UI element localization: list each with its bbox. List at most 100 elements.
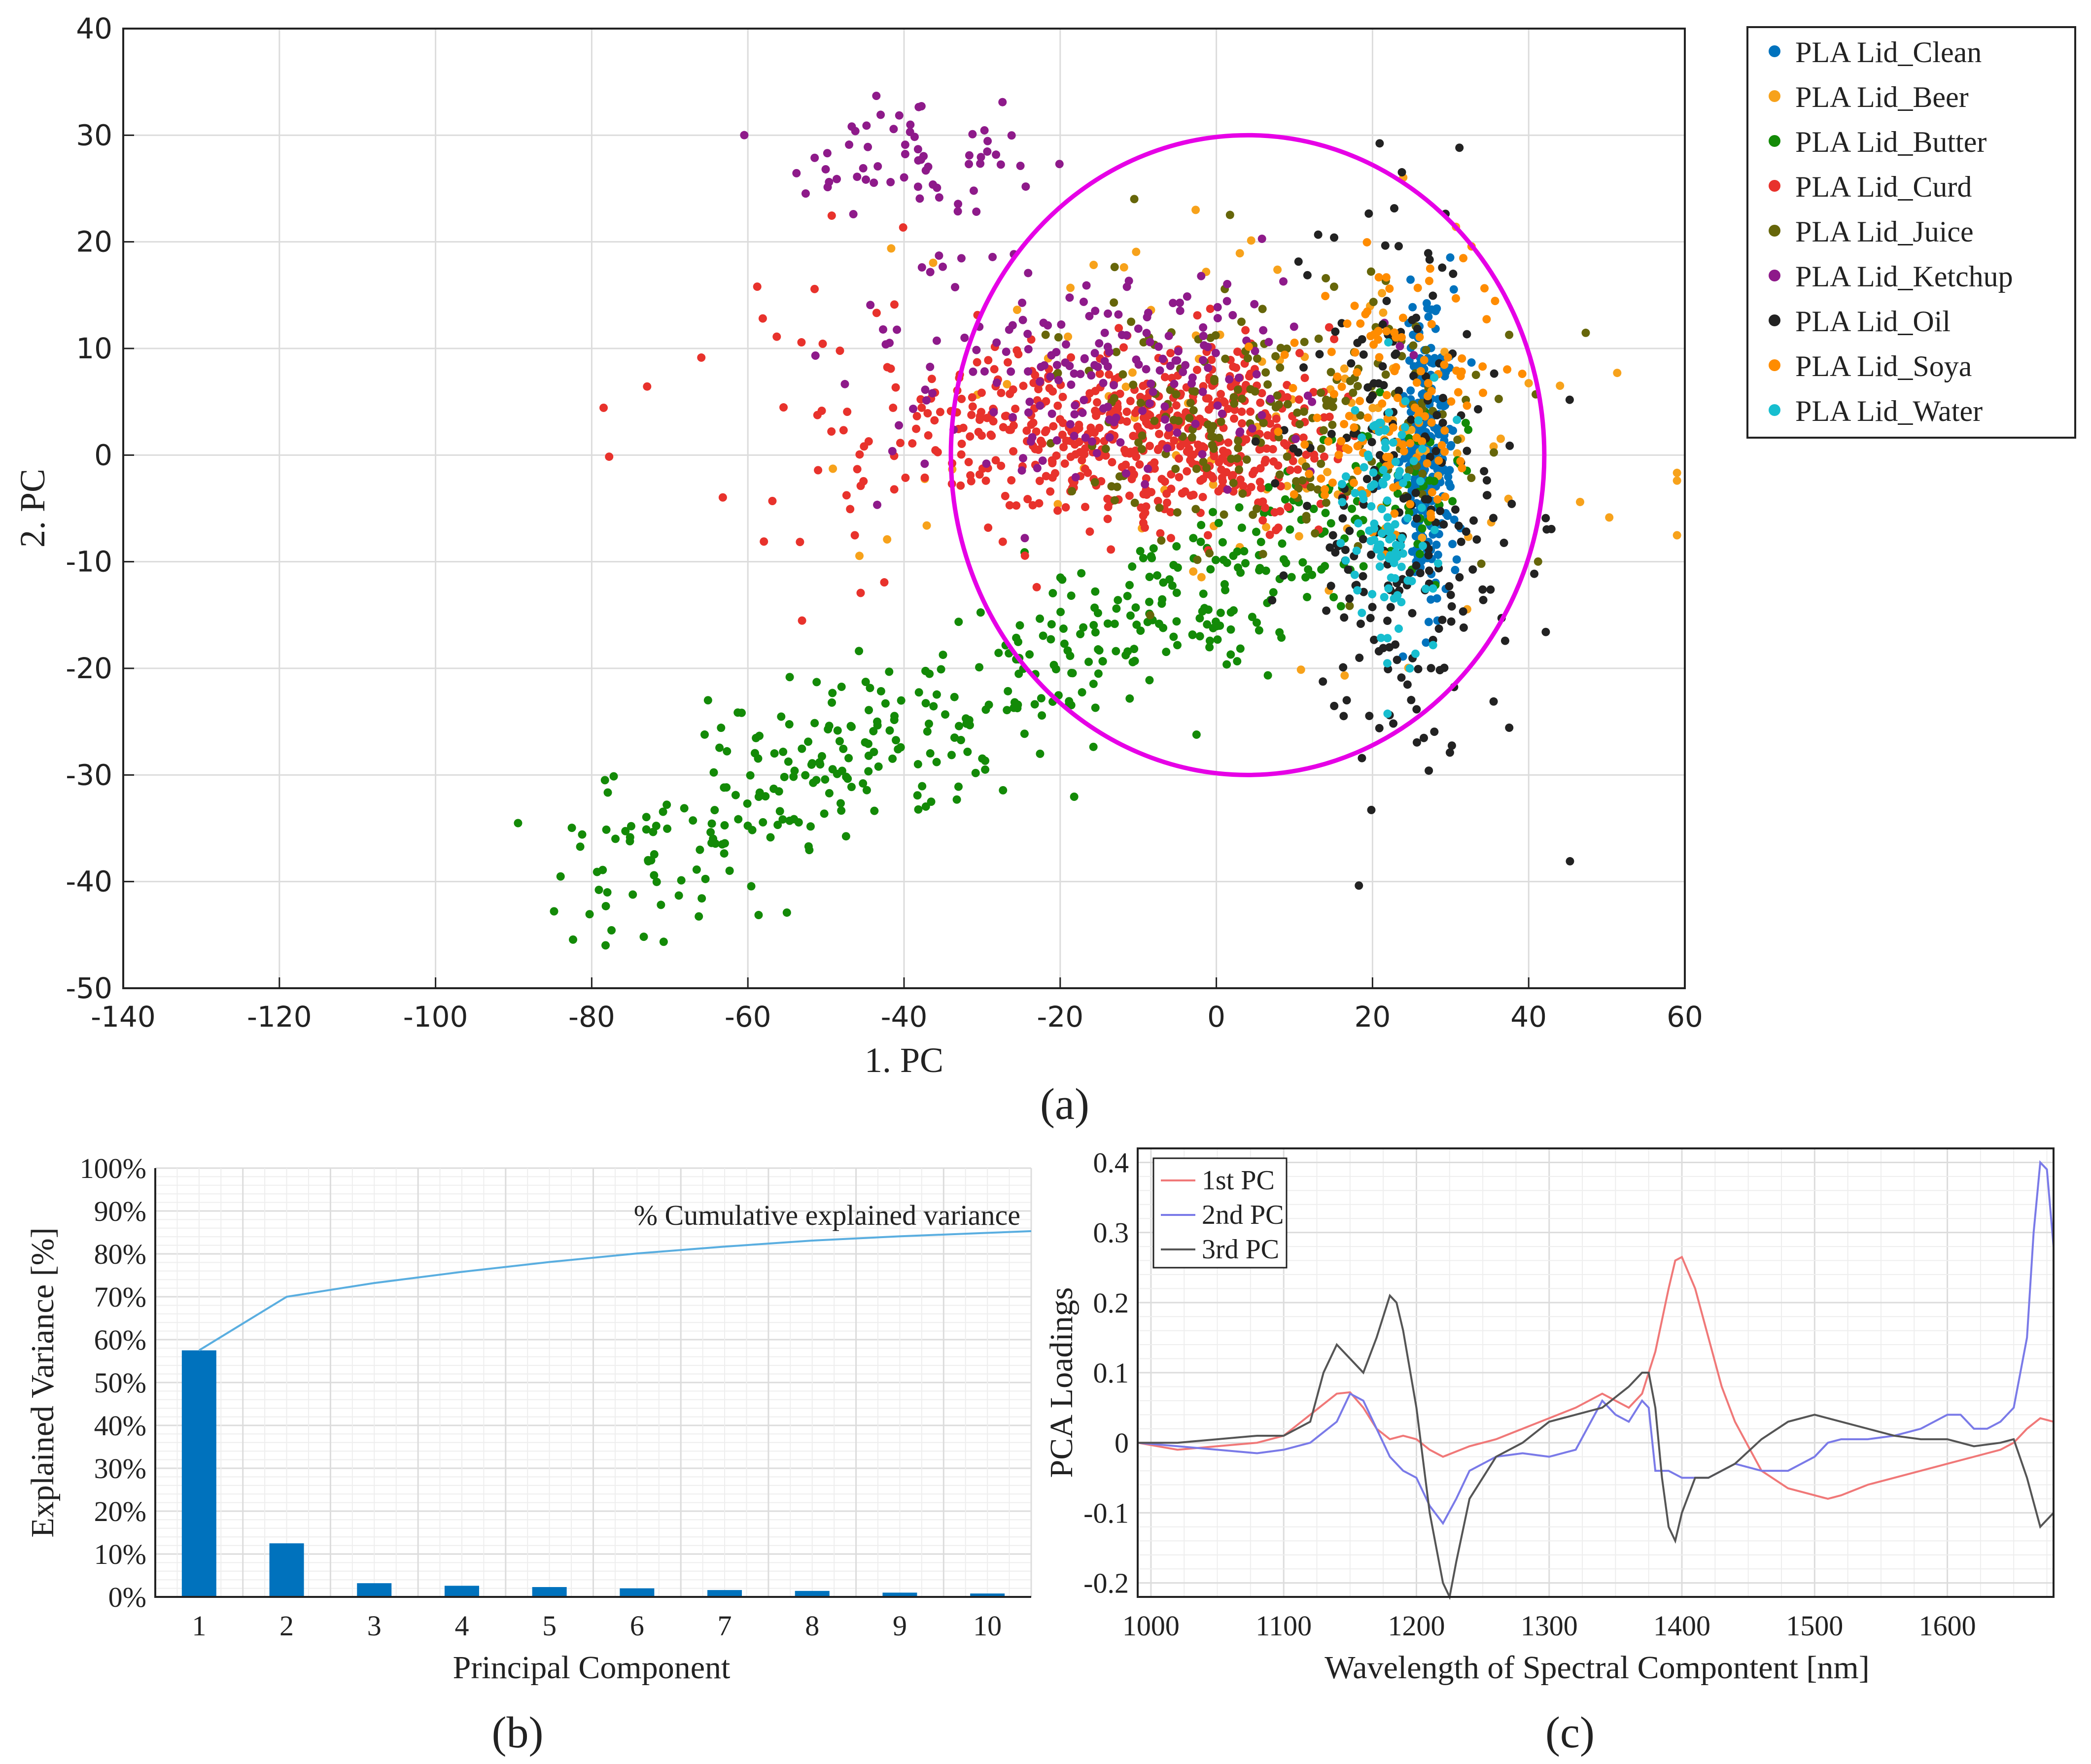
scatter-point (821, 165, 830, 173)
scatter-point (659, 807, 667, 816)
scatter-point (1444, 472, 1453, 481)
scatter-point (1313, 485, 1322, 494)
scatter-point (1230, 414, 1239, 423)
scatter-point (1273, 265, 1282, 274)
panel-c-lines (1137, 1160, 2055, 1600)
scatter-point (1229, 362, 1238, 371)
scatter-point (933, 448, 942, 456)
scatter-point (1455, 143, 1464, 152)
scatter-point (915, 194, 924, 203)
scatter-point (1342, 696, 1351, 705)
scatter-point (1353, 466, 1362, 475)
scatter-point (1061, 358, 1070, 367)
x-tick-label: 40 (1510, 1000, 1547, 1034)
scatter-point (1385, 452, 1394, 461)
scatter-point (859, 164, 868, 173)
scatter-point (1369, 422, 1378, 431)
scatter-point (1454, 388, 1463, 397)
y-tick-label: -40 (66, 865, 112, 899)
y-tick-label: 100% (80, 1152, 146, 1184)
legend-marker (1769, 180, 1780, 192)
bar (444, 1586, 479, 1597)
scatter-point (1385, 408, 1394, 417)
scatter-point (1011, 404, 1020, 413)
scatter-point (1203, 620, 1212, 629)
scatter-point (1092, 412, 1101, 420)
scatter-point (1673, 468, 1681, 477)
highlight-ellipse (948, 133, 1547, 777)
scatter-point (821, 775, 830, 784)
scatter-point (1104, 309, 1113, 318)
scatter-point (1489, 697, 1498, 706)
scatter-point (1183, 292, 1191, 301)
scatter-point (1233, 547, 1242, 556)
scatter-point (981, 765, 990, 774)
scatter-point (1198, 356, 1207, 365)
scatter-point (1412, 514, 1421, 523)
scatter-point (1204, 394, 1213, 403)
scatter-point (1019, 381, 1028, 390)
scatter-point (1337, 437, 1346, 446)
scatter-point (755, 731, 764, 740)
scatter-point (1258, 305, 1267, 313)
scatter-point (1134, 324, 1143, 333)
scatter-point (1162, 648, 1171, 657)
scatter-point (1175, 454, 1184, 463)
scatter-point (1358, 754, 1366, 762)
scatter-point (1164, 332, 1173, 341)
scatter-point (1079, 297, 1088, 306)
scatter-point (1390, 558, 1398, 567)
scatter-point (1326, 582, 1335, 590)
scatter-point (1018, 315, 1027, 324)
legend-entry: PLA Lid_Juice (1795, 215, 1974, 248)
scatter-point (1407, 415, 1416, 424)
scatter-point (1300, 338, 1309, 346)
scatter-point (1428, 488, 1436, 497)
x-tick-label: 9 (893, 1610, 907, 1642)
scatter-point (913, 145, 922, 154)
scatter-point (1107, 545, 1115, 554)
scatter-point (1270, 508, 1279, 517)
scatter-point (994, 649, 1003, 657)
scatter-point (1294, 532, 1303, 541)
scatter-point (1425, 566, 1433, 575)
scatter-point (991, 456, 1000, 465)
panel-c-x-tick-labels: 1000 1100 1200 1300 1400 1500 1600 (1122, 1610, 1976, 1642)
scatter-point (872, 91, 881, 100)
scatter-point (785, 720, 794, 729)
scatter-point (864, 739, 872, 748)
scatter-point (1220, 398, 1229, 407)
scatter-point (1289, 490, 1298, 499)
scatter-point (951, 283, 960, 292)
scatter-point (1023, 495, 1032, 504)
scatter-point (1411, 403, 1420, 412)
scatter-point (1093, 609, 1102, 618)
scatter-point (1153, 571, 1162, 580)
scatter-point (1445, 582, 1454, 590)
scatter-point (808, 759, 817, 768)
scatter-point (885, 339, 894, 347)
scatter-point (1012, 306, 1021, 314)
scatter-point (1131, 603, 1140, 612)
scatter-point (1153, 497, 1162, 506)
scatter-point (1139, 338, 1148, 347)
scatter-point (1383, 634, 1392, 643)
scatter-point (1425, 766, 1433, 775)
scatter-point (932, 690, 941, 699)
panel-a-scatter: -140 -120 -100 -80 -60 -40 -20 0 20 40 60 -50-40-3… (13, 12, 2076, 1129)
scatter-point (1447, 617, 1456, 626)
scatter-point (1138, 431, 1147, 440)
scatter-point (1136, 398, 1145, 407)
scatter-point (1054, 376, 1063, 384)
scatter-point (1256, 538, 1265, 547)
scatter-point (1358, 335, 1366, 344)
scatter-point (1207, 355, 1216, 364)
scatter-point (1356, 411, 1365, 420)
scatter-point (1132, 355, 1141, 364)
scatter-point (1012, 501, 1021, 510)
scatter-point (856, 588, 865, 597)
scatter-point (1330, 335, 1339, 344)
scatter-point (918, 782, 927, 791)
scatter-point (1347, 359, 1356, 368)
scatter-point (680, 804, 689, 813)
